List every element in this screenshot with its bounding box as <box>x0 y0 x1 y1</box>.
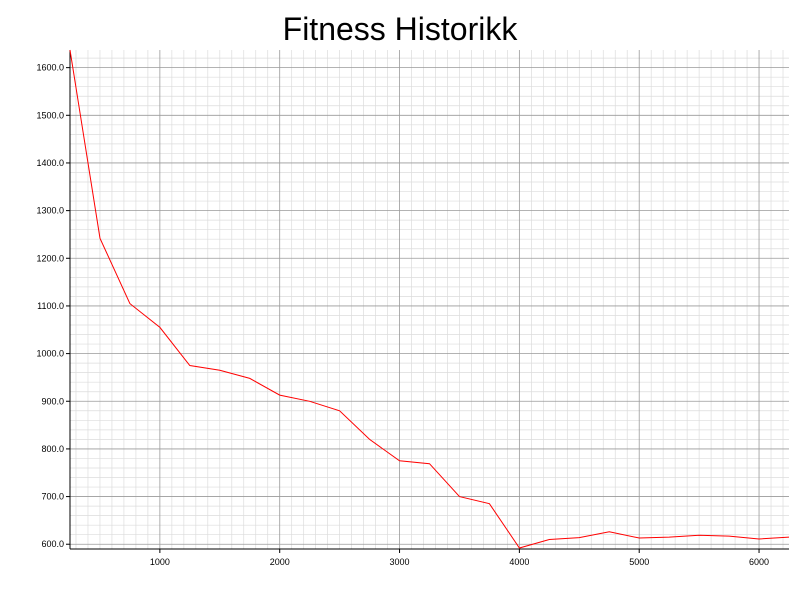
y-tick-label: 1600.0 <box>36 63 64 73</box>
data-point <box>698 534 700 536</box>
data-point <box>339 410 341 412</box>
data-point <box>189 365 191 367</box>
tick-labels: 1000 2000 3000 4000 5000 6000 600.0 700.0 800.0 9… <box>36 63 769 567</box>
data-point <box>459 496 461 498</box>
data-point <box>608 531 610 533</box>
y-tick-label: 1200.0 <box>36 253 64 263</box>
data-point <box>578 537 580 539</box>
x-tick-label: 4000 <box>509 557 529 567</box>
x-tick-label: 5000 <box>629 557 649 567</box>
y-tick-label: 800.0 <box>41 444 64 454</box>
axes <box>66 50 789 553</box>
data-point <box>668 536 670 538</box>
data-point <box>369 439 371 441</box>
data-point <box>129 303 131 305</box>
series-line <box>69 49 790 549</box>
y-tick-label: 900.0 <box>41 396 64 406</box>
series-layer <box>69 49 790 549</box>
y-tick-label: 1100.0 <box>37 301 64 311</box>
x-tick-label: 1000 <box>150 557 170 567</box>
data-point <box>309 400 311 402</box>
x-tick-label: 2000 <box>270 557 290 567</box>
data-point <box>69 49 71 51</box>
major-grid <box>70 50 789 549</box>
data-point <box>219 369 221 371</box>
y-tick-label: 700.0 <box>41 492 64 502</box>
minor-grid <box>70 50 789 549</box>
data-point <box>99 237 101 239</box>
y-tick-label: 1500.0 <box>36 110 64 120</box>
data-point <box>399 460 401 462</box>
data-point <box>758 538 760 540</box>
data-point <box>519 547 521 549</box>
data-point <box>249 378 251 380</box>
data-point <box>159 327 161 329</box>
y-tick-label: 1000.0 <box>36 349 64 359</box>
data-point <box>549 539 551 541</box>
x-tick-label: 6000 <box>749 557 769 567</box>
y-tick-label: 600.0 <box>41 539 64 549</box>
data-point <box>429 463 431 465</box>
data-point <box>279 394 281 396</box>
y-tick-label: 1400.0 <box>36 158 64 168</box>
data-point <box>728 535 730 537</box>
chart-title: Fitness Historikk <box>282 11 518 47</box>
data-point <box>638 537 640 539</box>
data-point <box>489 503 491 505</box>
data-point <box>788 536 790 538</box>
y-tick-label: 1300.0 <box>36 206 64 216</box>
x-tick-label: 3000 <box>390 557 410 567</box>
